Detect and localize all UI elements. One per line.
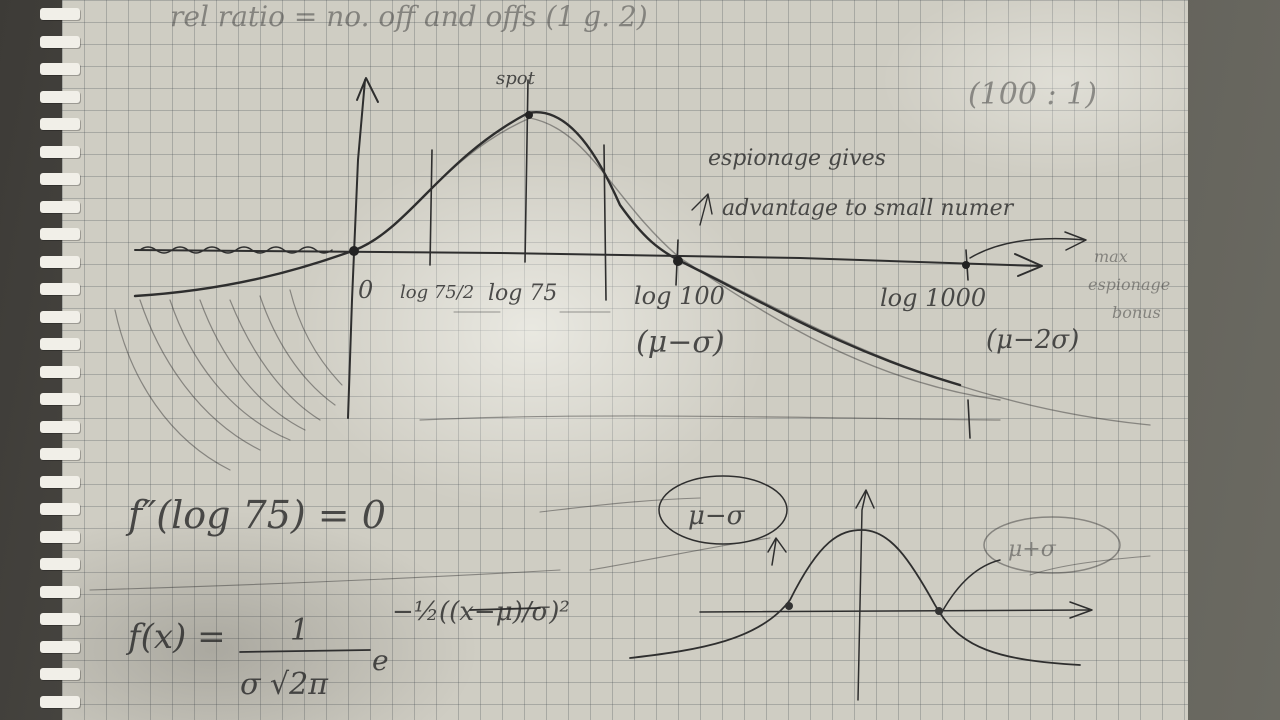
- sigma-point: [673, 256, 683, 266]
- annotation-line-1: espionage gives: [708, 146, 886, 171]
- tick-label-zero: 0: [358, 276, 373, 304]
- mini-y-axis: [857, 491, 867, 701]
- mini-left-point: [785, 602, 793, 610]
- right-edge-label: max: [1094, 247, 1128, 266]
- mini-y-arrow: [855, 489, 875, 509]
- mini-right-label: μ+σ: [1008, 537, 1057, 562]
- binding-ring: [40, 283, 80, 295]
- top-note: rel ratio = no. off and offs (1 g. 2): [170, 0, 648, 33]
- binding-ring: [40, 310, 80, 323]
- lower-tick: [967, 399, 971, 439]
- lower-baseline: [419, 415, 1001, 421]
- tick-label-sigma: log 100: [634, 282, 725, 310]
- two-sigma-note: (μ−2σ): [986, 325, 1079, 355]
- axis-squiggle: [139, 246, 333, 254]
- binding-ring: [40, 173, 80, 185]
- tick-label-mu: log 75: [488, 281, 557, 306]
- sigma-note: (μ−σ): [636, 325, 725, 360]
- density-lhs: f(x) =: [125, 617, 226, 657]
- tail-line: [699, 269, 1151, 426]
- binding-ring: [40, 255, 80, 268]
- binding-ring: [40, 200, 80, 213]
- annotation-line-2: advantage to small numer: [722, 196, 1015, 221]
- mini-x-arrow: [1069, 601, 1093, 619]
- binding-ring: [40, 503, 80, 515]
- euler-e: e: [372, 644, 389, 677]
- density-numerator: 1: [290, 613, 309, 648]
- peak-label: spot: [496, 68, 536, 89]
- binding-ring: [40, 365, 80, 378]
- density-denominator: σ √2π: [240, 667, 329, 702]
- binding-ring: [40, 530, 80, 543]
- binding-ring: [40, 558, 80, 570]
- half-line: [429, 149, 433, 266]
- mini-right-link: [941, 559, 1001, 613]
- mini-x-axis: [699, 609, 1091, 613]
- right-edge-label-3: bonus: [1112, 303, 1161, 322]
- binding-ring: [40, 695, 80, 708]
- two-sigma-point: [962, 261, 970, 269]
- right-line: [603, 144, 607, 301]
- binding-ring: [40, 145, 80, 158]
- binding-ring: [40, 668, 80, 680]
- right-edge-label-2: espionage: [1088, 275, 1170, 294]
- hatching: [114, 289, 343, 471]
- mini-bell-curve: [629, 529, 1081, 666]
- spiral-binding: [28, 0, 98, 720]
- binding-ring: [40, 613, 80, 625]
- bell-curve: [133, 111, 962, 387]
- mini-right-point: [935, 607, 943, 615]
- binding-ring: [40, 475, 80, 488]
- fraction-bar: [239, 649, 371, 653]
- tick-label-half: log 75/2: [400, 282, 474, 303]
- right-arrow: [969, 231, 1087, 259]
- binding-ring: [40, 338, 80, 350]
- annotation-arrow: [691, 193, 713, 226]
- binding-ring: [40, 63, 80, 75]
- bell-curve-retrace: [359, 117, 1001, 401]
- binding-ring: [40, 640, 80, 653]
- main-x-axis: [134, 249, 1041, 267]
- peak-point: [525, 111, 533, 119]
- tick-label-two-sigma: log 1000: [880, 284, 986, 312]
- mini-left-label: μ−σ: [688, 501, 746, 531]
- derivative-equation: f″(log 75) = 0: [125, 493, 386, 537]
- binding-ring: [40, 90, 80, 103]
- mini-left-arrow: [767, 537, 787, 566]
- binding-ring: [40, 420, 80, 433]
- stray-strokes: [89, 311, 1151, 591]
- main-x-arrow: [1014, 253, 1043, 277]
- lighting-shade: [62, 0, 1188, 720]
- density-exponent: −½((x−μ)/σ)²: [392, 597, 570, 627]
- top-right-note: (100 : 1): [968, 77, 1097, 112]
- origin-point: [349, 246, 359, 256]
- binding-ring: [40, 393, 80, 405]
- exp-fraction-bar: [469, 607, 541, 611]
- mini-right-oval: [983, 516, 1121, 574]
- binding-ring: [40, 8, 80, 20]
- binding-ring: [40, 228, 80, 240]
- binding-ring: [40, 118, 80, 130]
- binding-ring: [40, 35, 80, 48]
- main-y-axis: [347, 79, 366, 419]
- main-y-arrow: [356, 77, 379, 103]
- binding-ring: [40, 448, 80, 460]
- grid-notebook-page: [62, 0, 1188, 720]
- mu-line: [524, 79, 529, 263]
- binding-ring: [40, 585, 80, 598]
- mini-left-oval: [658, 475, 788, 545]
